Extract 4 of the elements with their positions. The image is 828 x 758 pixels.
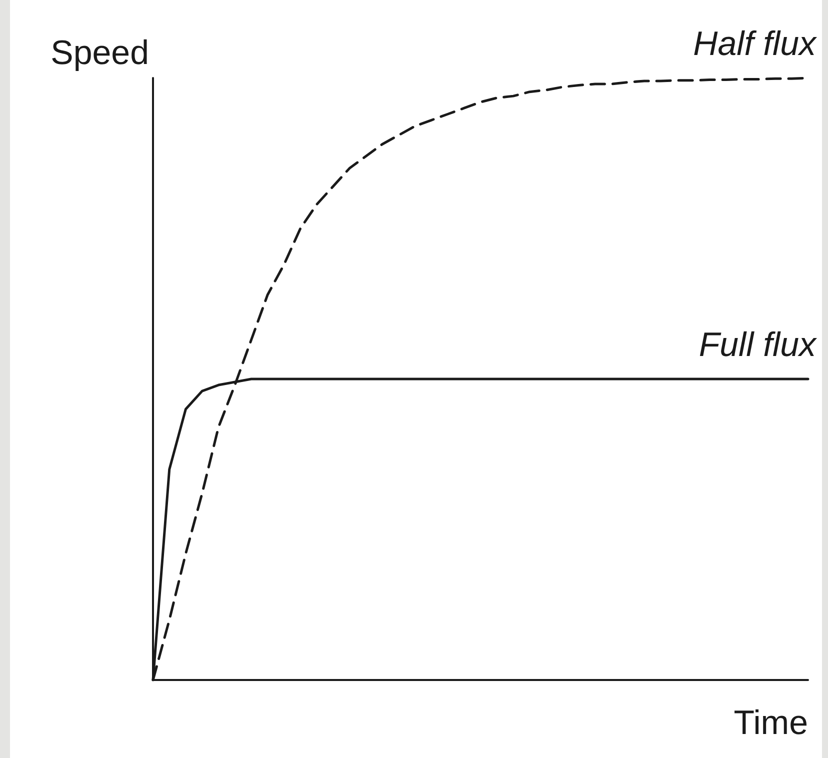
x-axis-title: Time xyxy=(734,704,808,742)
y-axis-title: Speed xyxy=(50,34,149,72)
series-label: Full flux xyxy=(698,326,817,364)
series-label: Half flux xyxy=(693,25,817,63)
